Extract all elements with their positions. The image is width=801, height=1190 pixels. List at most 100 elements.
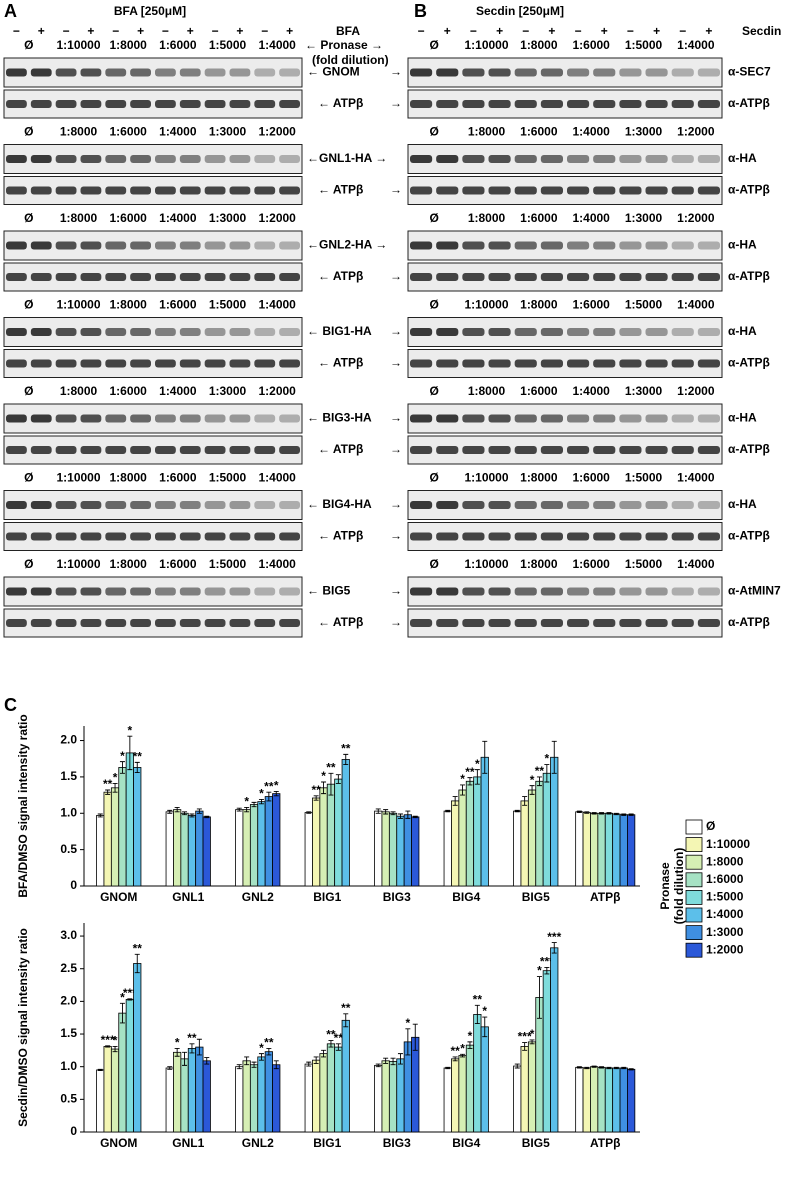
arrow: → xyxy=(390,615,402,629)
legend-swatch xyxy=(685,907,703,923)
band xyxy=(671,587,694,596)
band xyxy=(619,273,642,281)
dilution-label: 1:4000 xyxy=(258,38,296,52)
dilution-label: 1:8000 xyxy=(109,557,147,571)
band xyxy=(514,587,537,596)
sign: + xyxy=(236,24,243,38)
band xyxy=(30,532,52,541)
band xyxy=(254,328,276,336)
target-label: ← BIG1-HA xyxy=(307,324,372,338)
dilution-label: 1:10000 xyxy=(464,38,508,52)
band xyxy=(80,446,102,454)
band xyxy=(436,241,459,250)
loading-label: ← ATPβ xyxy=(318,96,363,110)
band xyxy=(179,619,201,627)
band xyxy=(105,359,127,368)
band xyxy=(179,186,201,195)
dilution-label: 1:8000 xyxy=(60,384,98,398)
bar xyxy=(326,783,336,887)
band xyxy=(593,155,616,163)
sign: − xyxy=(679,24,686,38)
dilution-label: 1:6000 xyxy=(520,211,558,225)
dilution-label: 1:6000 xyxy=(109,125,147,139)
dilution-label: 1:8000 xyxy=(60,211,98,225)
band xyxy=(130,68,151,77)
error-bar xyxy=(182,811,188,816)
bar xyxy=(242,809,251,887)
bar xyxy=(411,1036,420,1133)
bar xyxy=(480,1026,489,1133)
bar xyxy=(550,947,559,1133)
significance: * xyxy=(321,769,326,783)
band xyxy=(6,359,27,368)
target-label: α-SEC7 xyxy=(728,65,771,79)
band xyxy=(30,446,52,454)
blot xyxy=(407,57,723,88)
error-bar xyxy=(189,1043,195,1054)
band xyxy=(229,587,251,596)
band xyxy=(593,359,616,368)
band xyxy=(254,100,276,108)
error-bar xyxy=(343,1013,349,1028)
dilution-label: 1:10000 xyxy=(56,38,100,52)
arrow: → xyxy=(390,442,402,456)
bar xyxy=(257,1056,266,1133)
band xyxy=(514,414,537,423)
error-bar xyxy=(204,1057,210,1065)
error-bar xyxy=(514,1063,520,1069)
error-bar xyxy=(321,1049,327,1058)
dilution-label: Ø xyxy=(429,38,438,52)
band xyxy=(436,619,459,627)
error-bar xyxy=(412,1023,418,1051)
band xyxy=(6,414,27,423)
dilution-label: 1:4000 xyxy=(677,298,715,312)
error-bar xyxy=(613,812,619,816)
blot xyxy=(3,522,303,551)
significance: * xyxy=(537,964,542,978)
band xyxy=(593,501,616,509)
error-bar xyxy=(544,764,550,783)
dilution-label: 1:8000 xyxy=(60,125,98,139)
sign: − xyxy=(212,24,219,38)
x-tick-label: BIG3 xyxy=(383,890,411,904)
band xyxy=(645,68,668,77)
band xyxy=(488,155,511,163)
dilution-label: 1:10000 xyxy=(464,471,508,485)
error-bar xyxy=(621,1066,627,1070)
bar xyxy=(103,791,112,887)
band xyxy=(567,414,590,423)
band xyxy=(204,273,226,281)
band xyxy=(567,587,590,596)
band xyxy=(514,241,537,250)
dilution-label: 1:5000 xyxy=(625,38,663,52)
band xyxy=(105,155,127,163)
band xyxy=(229,532,251,541)
legend-title: Pronase xyxy=(658,862,672,910)
error-bar xyxy=(390,811,396,816)
bar xyxy=(173,809,182,887)
error-bar xyxy=(119,761,125,774)
dilution-label: 1:4000 xyxy=(159,211,197,225)
x-tick-label: GNL1 xyxy=(172,1136,204,1150)
error-bar xyxy=(375,808,381,814)
band xyxy=(514,359,537,368)
band xyxy=(6,68,27,77)
dilution-label: 1:8000 xyxy=(520,38,558,52)
y-tick-label: 0.5 xyxy=(60,842,77,856)
blot xyxy=(3,230,303,261)
bar xyxy=(118,767,127,887)
blot xyxy=(3,608,303,638)
significance: * xyxy=(259,787,264,801)
band xyxy=(436,186,459,195)
error-bar xyxy=(174,807,180,813)
error-bar xyxy=(405,810,411,819)
band xyxy=(436,532,459,541)
band xyxy=(30,155,52,163)
significance: ** xyxy=(450,1044,460,1058)
error-bar xyxy=(628,813,634,816)
error-bar xyxy=(474,769,480,785)
dilution-label: 1:6000 xyxy=(159,471,197,485)
band xyxy=(30,186,52,195)
bar xyxy=(272,1064,281,1133)
band xyxy=(410,359,433,368)
